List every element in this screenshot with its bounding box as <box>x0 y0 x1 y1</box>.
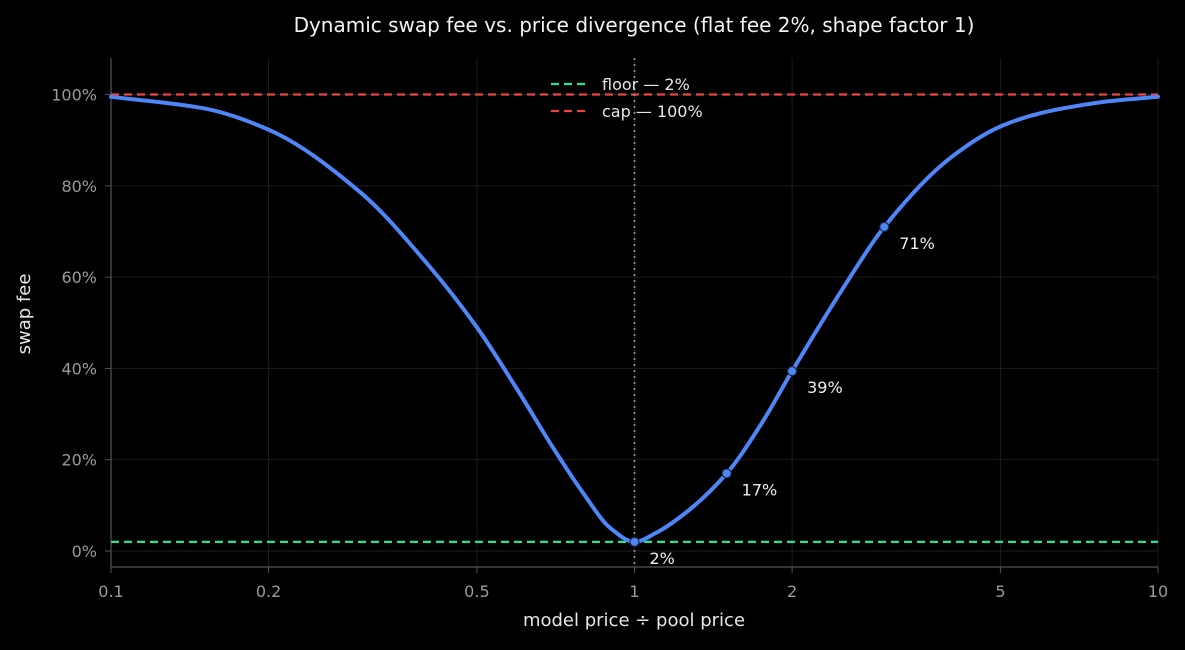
data-point <box>721 468 732 479</box>
series <box>109 94 1160 544</box>
y-tick-label: 40% <box>61 359 97 378</box>
y-tick-label: 80% <box>61 177 97 196</box>
x-tick-label: 5 <box>995 582 1005 601</box>
data-label: 71% <box>899 234 935 253</box>
data-point <box>629 536 640 547</box>
legend-label: cap — 100% <box>602 102 703 121</box>
x-tick-label: 0.5 <box>464 582 489 601</box>
legend-label: floor — 2% <box>602 75 690 94</box>
x-tick-label: 2 <box>787 582 797 601</box>
y-tick-label: 20% <box>61 451 97 470</box>
x-tick-label: 10 <box>1148 582 1168 601</box>
fee-curve <box>109 94 1160 544</box>
y-tick-label: 0% <box>72 542 97 561</box>
y-axis-label: swap fee <box>14 274 35 355</box>
x-tick-label: 0.2 <box>256 582 281 601</box>
legend: floor — 2% cap — 100% <box>551 75 703 121</box>
x-tick-label: 0.1 <box>98 582 123 601</box>
chart-title: Dynamic swap fee vs. price divergence (f… <box>294 13 975 37</box>
y-tick-label: 100% <box>51 86 97 105</box>
data-label: 2% <box>650 549 675 568</box>
x-axis-label: model price ÷ pool price <box>523 610 745 631</box>
axes: 0.1 0.2 0.5 1 2 5 100%20%40%60%80%100% <box>51 58 1168 601</box>
x-tick-label: 1 <box>629 582 639 601</box>
data-label: 17% <box>742 480 778 499</box>
y-tick-label: 60% <box>61 268 97 287</box>
data-point <box>879 221 890 233</box>
data-point <box>786 366 798 377</box>
data-label: 39% <box>807 378 843 397</box>
annotations: 2% 17% 39% 71% <box>629 221 935 568</box>
